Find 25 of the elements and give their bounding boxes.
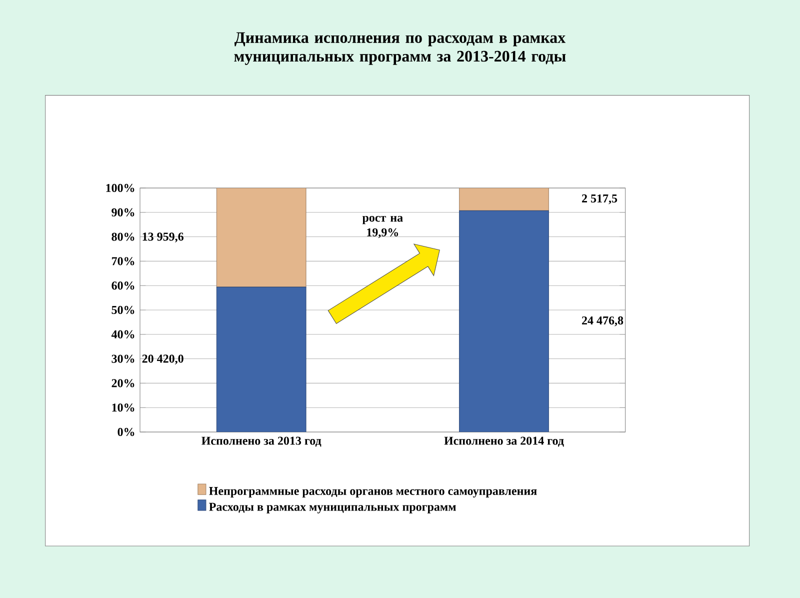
- legend-label: Непрограммные расходы органов местного самоуправления: [209, 487, 537, 498]
- y-tick-label: 70%: [112, 257, 134, 266]
- bar: [216, 188, 306, 288]
- x-tick-label: Исполнено за 2014 год: [444, 436, 564, 447]
- y-tick-label: 30%: [112, 354, 134, 363]
- bar: [459, 188, 549, 211]
- y-tick-label: 0%: [118, 428, 134, 436]
- annotation: 24 476,8: [582, 316, 624, 326]
- y-tick-label: 10%: [112, 404, 134, 412]
- y-tick-label: 90%: [112, 208, 134, 216]
- y-tick-label: 20%: [112, 379, 134, 388]
- y-tick-label: 60%: [112, 282, 134, 290]
- chart-title: Динамика исполнения по расходам в рамках муниципальных программ за 2013-2014 годы: [234, 32, 566, 65]
- annotation: 13 959,6: [142, 232, 184, 242]
- legend-label: Расходы в рамках муниципальных программ: [209, 502, 456, 514]
- y-tick-label: 80%: [112, 232, 134, 241]
- bar: [459, 210, 549, 432]
- y-tick-label: 100%: [106, 184, 134, 192]
- y-tick-label: 40%: [111, 330, 134, 338]
- x-tick-label: Исполнено за 2013 год: [202, 436, 322, 447]
- bar: [216, 286, 306, 432]
- annotation: 20 420,0: [142, 354, 184, 364]
- annotation: рост на 19,9%: [362, 216, 403, 238]
- annotation: 2 517,5: [582, 194, 618, 204]
- y-tick-label: 50%: [112, 306, 134, 314]
